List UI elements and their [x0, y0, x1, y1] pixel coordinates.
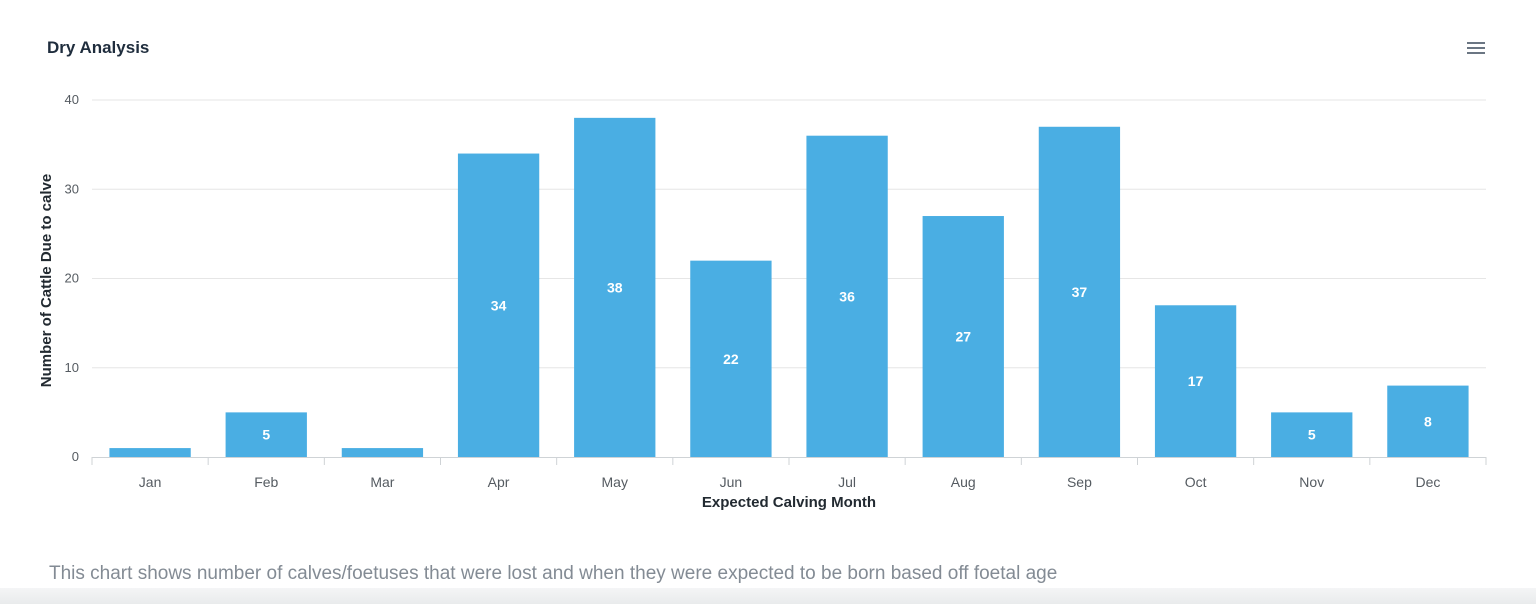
y-tick-label: 0	[72, 449, 79, 464]
bar[interactable]	[109, 448, 191, 457]
bar[interactable]	[922, 216, 1004, 457]
data-label: 27	[955, 329, 971, 345]
menu-bar-top	[1467, 42, 1485, 44]
x-tick-label: Apr	[488, 474, 510, 490]
bar[interactable]	[690, 260, 772, 457]
data-label: 34	[491, 297, 507, 313]
bar[interactable]	[225, 412, 307, 457]
data-label: 8	[1424, 413, 1432, 429]
bar[interactable]	[574, 117, 656, 457]
y-axis-title: Number of Cattle Due to calve	[38, 174, 55, 387]
menu-bar-middle	[1467, 47, 1485, 49]
bars	[109, 117, 1469, 458]
x-tick-label: Jan	[139, 474, 162, 490]
chart-caption: This chart shows number of calves/foetus…	[49, 563, 1058, 584]
bottom-strip	[0, 588, 1536, 604]
y-tick-label: 30	[65, 181, 79, 196]
x-tick-label: Sep	[1067, 474, 1092, 490]
hamburger-menu-icon[interactable]	[1464, 40, 1488, 58]
y-axis-ticks: 0 10 20 30 40	[65, 92, 79, 464]
bar[interactable]	[341, 448, 424, 457]
x-axis-title: Expected Calving Month	[702, 494, 876, 511]
data-label: 5	[1308, 427, 1316, 443]
y-tick-label: 20	[65, 271, 79, 286]
x-tick-label: May	[602, 474, 628, 490]
menu-bar-bottom	[1467, 52, 1485, 54]
y-tick-label: 40	[65, 92, 79, 107]
x-tick-label: Aug	[951, 474, 976, 490]
x-tick-label: Nov	[1299, 474, 1324, 490]
gridlines	[92, 99, 1486, 369]
x-tick-label: Dec	[1415, 474, 1440, 490]
data-label: 22	[723, 351, 739, 367]
data-labels: 5 34 38 22 36 27 37 17 5 8	[262, 279, 1432, 442]
bar[interactable]	[457, 153, 540, 458]
bar[interactable]	[1387, 385, 1469, 457]
chart-title: Dry Analysis	[47, 38, 150, 57]
data-label: 17	[1188, 373, 1204, 389]
bar[interactable]	[1154, 305, 1237, 457]
data-label: 5	[262, 427, 270, 443]
x-tick-label: Mar	[370, 474, 394, 490]
x-tick-label: Feb	[254, 474, 278, 490]
x-tick-label: Jun	[720, 474, 743, 490]
bar[interactable]	[1038, 126, 1121, 458]
bar[interactable]	[1271, 412, 1353, 457]
data-label: 37	[1072, 284, 1088, 300]
x-axis: Jan Feb Mar Apr May Jun Jul Aug Sep Oct Nov Dec	[91, 457, 1487, 490]
bar-chart: 0 10 20 30 40 5 34 38 22 36 27 37 17 5 8 Jan Feb Mar Apr…	[38, 92, 1487, 511]
data-label: 36	[839, 288, 855, 304]
x-tick-label: Jul	[838, 474, 856, 490]
bar[interactable]	[806, 135, 888, 457]
y-tick-label: 10	[65, 360, 79, 375]
data-label: 38	[607, 279, 623, 295]
x-tick-label: Oct	[1185, 474, 1207, 490]
